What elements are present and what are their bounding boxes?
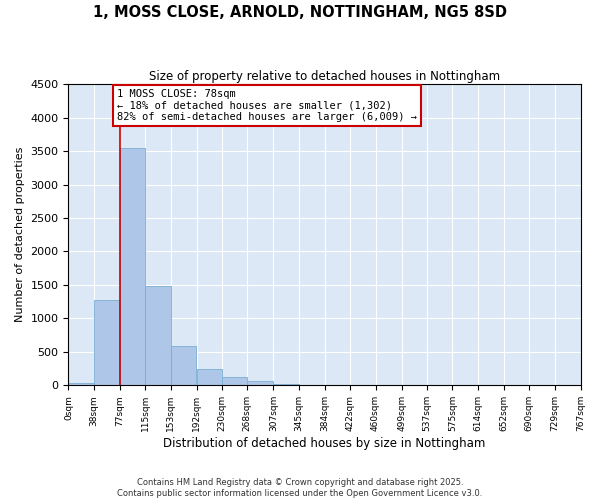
Bar	[197, 370, 222, 386]
Bar	[222, 378, 247, 386]
Y-axis label: Number of detached properties: Number of detached properties	[15, 147, 25, 322]
Text: 1 MOSS CLOSE: 78sqm
← 18% of detached houses are smaller (1,302)
82% of semi-det: 1 MOSS CLOSE: 78sqm ← 18% of detached ho…	[117, 88, 417, 122]
Bar	[274, 384, 299, 386]
Bar	[247, 380, 273, 386]
Text: Contains HM Land Registry data © Crown copyright and database right 2025.
Contai: Contains HM Land Registry data © Crown c…	[118, 478, 482, 498]
Bar	[94, 300, 119, 386]
Bar	[120, 148, 145, 386]
Bar	[170, 346, 196, 386]
Title: Size of property relative to detached houses in Nottingham: Size of property relative to detached ho…	[149, 70, 500, 83]
Text: 1, MOSS CLOSE, ARNOLD, NOTTINGHAM, NG5 8SD: 1, MOSS CLOSE, ARNOLD, NOTTINGHAM, NG5 8…	[93, 5, 507, 20]
Bar	[145, 286, 170, 386]
X-axis label: Distribution of detached houses by size in Nottingham: Distribution of detached houses by size …	[163, 437, 485, 450]
Bar	[68, 384, 94, 386]
